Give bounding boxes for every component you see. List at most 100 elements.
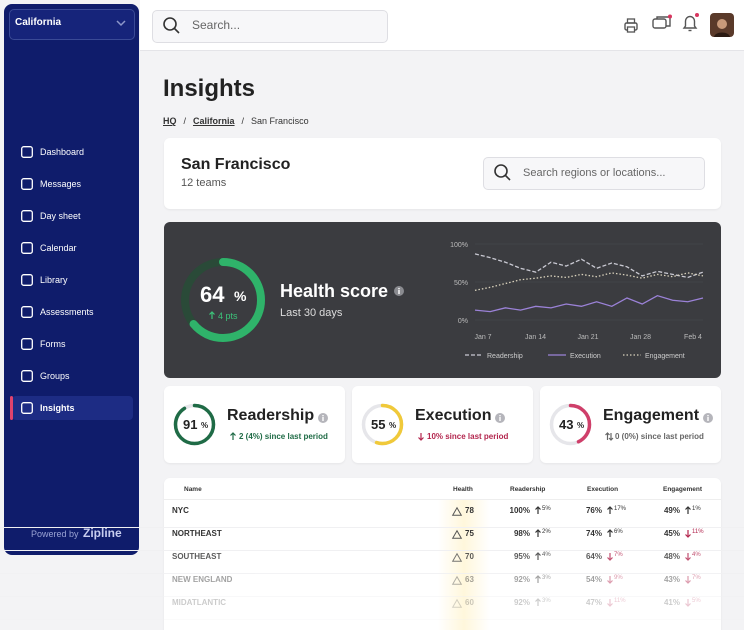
y-tick-label: 50%: [454, 280, 468, 287]
series-line: [474, 253, 704, 279]
row-health: 78: [465, 506, 474, 515]
cell-value: 45%: [663, 529, 680, 538]
print-icon[interactable]: [622, 17, 640, 35]
row-name[interactable]: SOUTHEAST: [172, 552, 222, 561]
trend-icon: [607, 599, 613, 607]
cell-value: 92%: [513, 598, 530, 607]
brand: Zipline: [83, 526, 122, 540]
info-bar: [499, 417, 502, 421]
nav-item[interactable]: Insights: [40, 403, 75, 413]
info-icon: [495, 413, 506, 423]
trend-icon: [685, 530, 691, 538]
avatar[interactable]: [710, 13, 734, 37]
cell-change: 11%: [614, 598, 626, 604]
nav-icon-shape: [21, 146, 33, 158]
nav-item[interactable]: Assessments: [40, 307, 94, 317]
powered-by: Powered by: [31, 529, 79, 539]
y-tick-label: 0%: [458, 318, 468, 325]
info-bar: [398, 290, 400, 294]
info-bar: [707, 417, 709, 421]
y-tick-label: 100%: [450, 242, 468, 249]
health-score-unit: %: [234, 288, 247, 304]
cell-change: 4%: [542, 552, 551, 558]
cell-value: 76%: [585, 506, 602, 515]
trend-icon: [535, 552, 541, 560]
cell-change: 3%: [542, 575, 551, 581]
nav-item[interactable]: Day sheet: [40, 211, 81, 221]
nav-active-bar: [10, 396, 13, 420]
trend-icon: [607, 529, 613, 537]
metric-value: 55: [371, 417, 386, 432]
cell-change: 1%: [692, 506, 701, 512]
nav-icon: [21, 274, 33, 286]
cell-value: 100%: [509, 506, 530, 515]
arrow: [607, 553, 613, 561]
cell-value: 98%: [513, 529, 530, 538]
location-search-placeholder: Search regions or locations...: [523, 167, 666, 179]
location-subtitle: 12 teams: [181, 177, 227, 189]
cell-change: 4%: [692, 552, 701, 558]
triangle: [451, 506, 463, 516]
search-icon: [494, 164, 511, 181]
breadcrumb-item[interactable]: HQ: [163, 116, 177, 126]
health-delta: 4 pts: [218, 311, 238, 321]
arrow: [607, 576, 613, 584]
row-name[interactable]: NEW ENGLAND: [172, 575, 233, 584]
row-name[interactable]: NORTHEAST: [172, 529, 222, 538]
arrow: [605, 432, 614, 441]
nav-icon: [21, 210, 33, 222]
cell-value: 95%: [513, 552, 530, 561]
metric-card: [540, 386, 721, 463]
cell-value: 47%: [585, 598, 602, 607]
location-search[interactable]: [483, 157, 705, 190]
breadcrumb-separator: /: [183, 116, 187, 126]
breadcrumb-item: San Francisco: [251, 116, 309, 126]
cell-change: 2%: [542, 529, 551, 535]
health-chart: 100% 50% 0% Jan 7 Jan 14 Jan 21 Jan 28 Feb 4 Rea…: [450, 242, 704, 360]
health-card: [164, 222, 721, 378]
metric-delta: 2 (4%) since last period: [239, 432, 328, 441]
row-health: 70: [465, 552, 474, 561]
table-row: NORTHEAST 75 98% 2% 74% 6% 45% 11%: [0, 528, 744, 551]
row-health: 60: [465, 598, 474, 607]
nav-item[interactable]: Forms: [40, 339, 66, 349]
arrow: [607, 506, 613, 514]
info-dot-top: [707, 415, 709, 417]
column-header: Health: [453, 486, 473, 493]
trend-icon: [685, 576, 691, 584]
metric-value: 43: [559, 417, 574, 432]
breadcrumb-item[interactable]: California: [193, 116, 235, 126]
row-name[interactable]: MIDATLANTIC: [172, 598, 227, 607]
x-tick-label: Jan 7: [474, 334, 491, 341]
nav-item[interactable]: Groups: [40, 371, 70, 381]
metric-card: [164, 386, 345, 463]
cell-change: 3%: [542, 598, 551, 604]
legend-label: Engagement: [645, 353, 685, 360]
metric-name: Engagement: [603, 407, 700, 424]
cell-change: 5%: [542, 506, 551, 512]
trend-icon: [685, 553, 691, 561]
nav-icon-shape: [21, 178, 33, 190]
nav-item[interactable]: Messages: [40, 179, 82, 189]
chat-icon[interactable]: [651, 14, 673, 34]
nav-icon-shape: [21, 402, 33, 414]
info-bar: [322, 417, 324, 421]
nav-item[interactable]: Dashboard: [40, 147, 85, 157]
location-name: San Francisco: [181, 156, 291, 173]
nav-icon: [21, 306, 33, 318]
metric-unit: %: [201, 421, 209, 430]
ring-value: [361, 403, 403, 445]
trend-icon: [209, 311, 215, 319]
nav-icon-shape: [21, 370, 33, 382]
nav-item[interactable]: Library: [40, 275, 68, 285]
row-health: 75: [465, 529, 474, 538]
arrow: [535, 598, 541, 606]
region-select[interactable]: [9, 9, 135, 40]
bell-icon[interactable]: [680, 12, 702, 34]
search-box[interactable]: [152, 10, 388, 43]
row-name[interactable]: NYC: [172, 506, 189, 515]
metric-value: 91: [183, 417, 198, 432]
table-row: SOUTHEAST 70 95% 4% 64% 7% 48% 4%: [0, 551, 744, 574]
nav-item[interactable]: Calendar: [40, 243, 77, 253]
x-tick-label: Jan 14: [525, 334, 546, 341]
